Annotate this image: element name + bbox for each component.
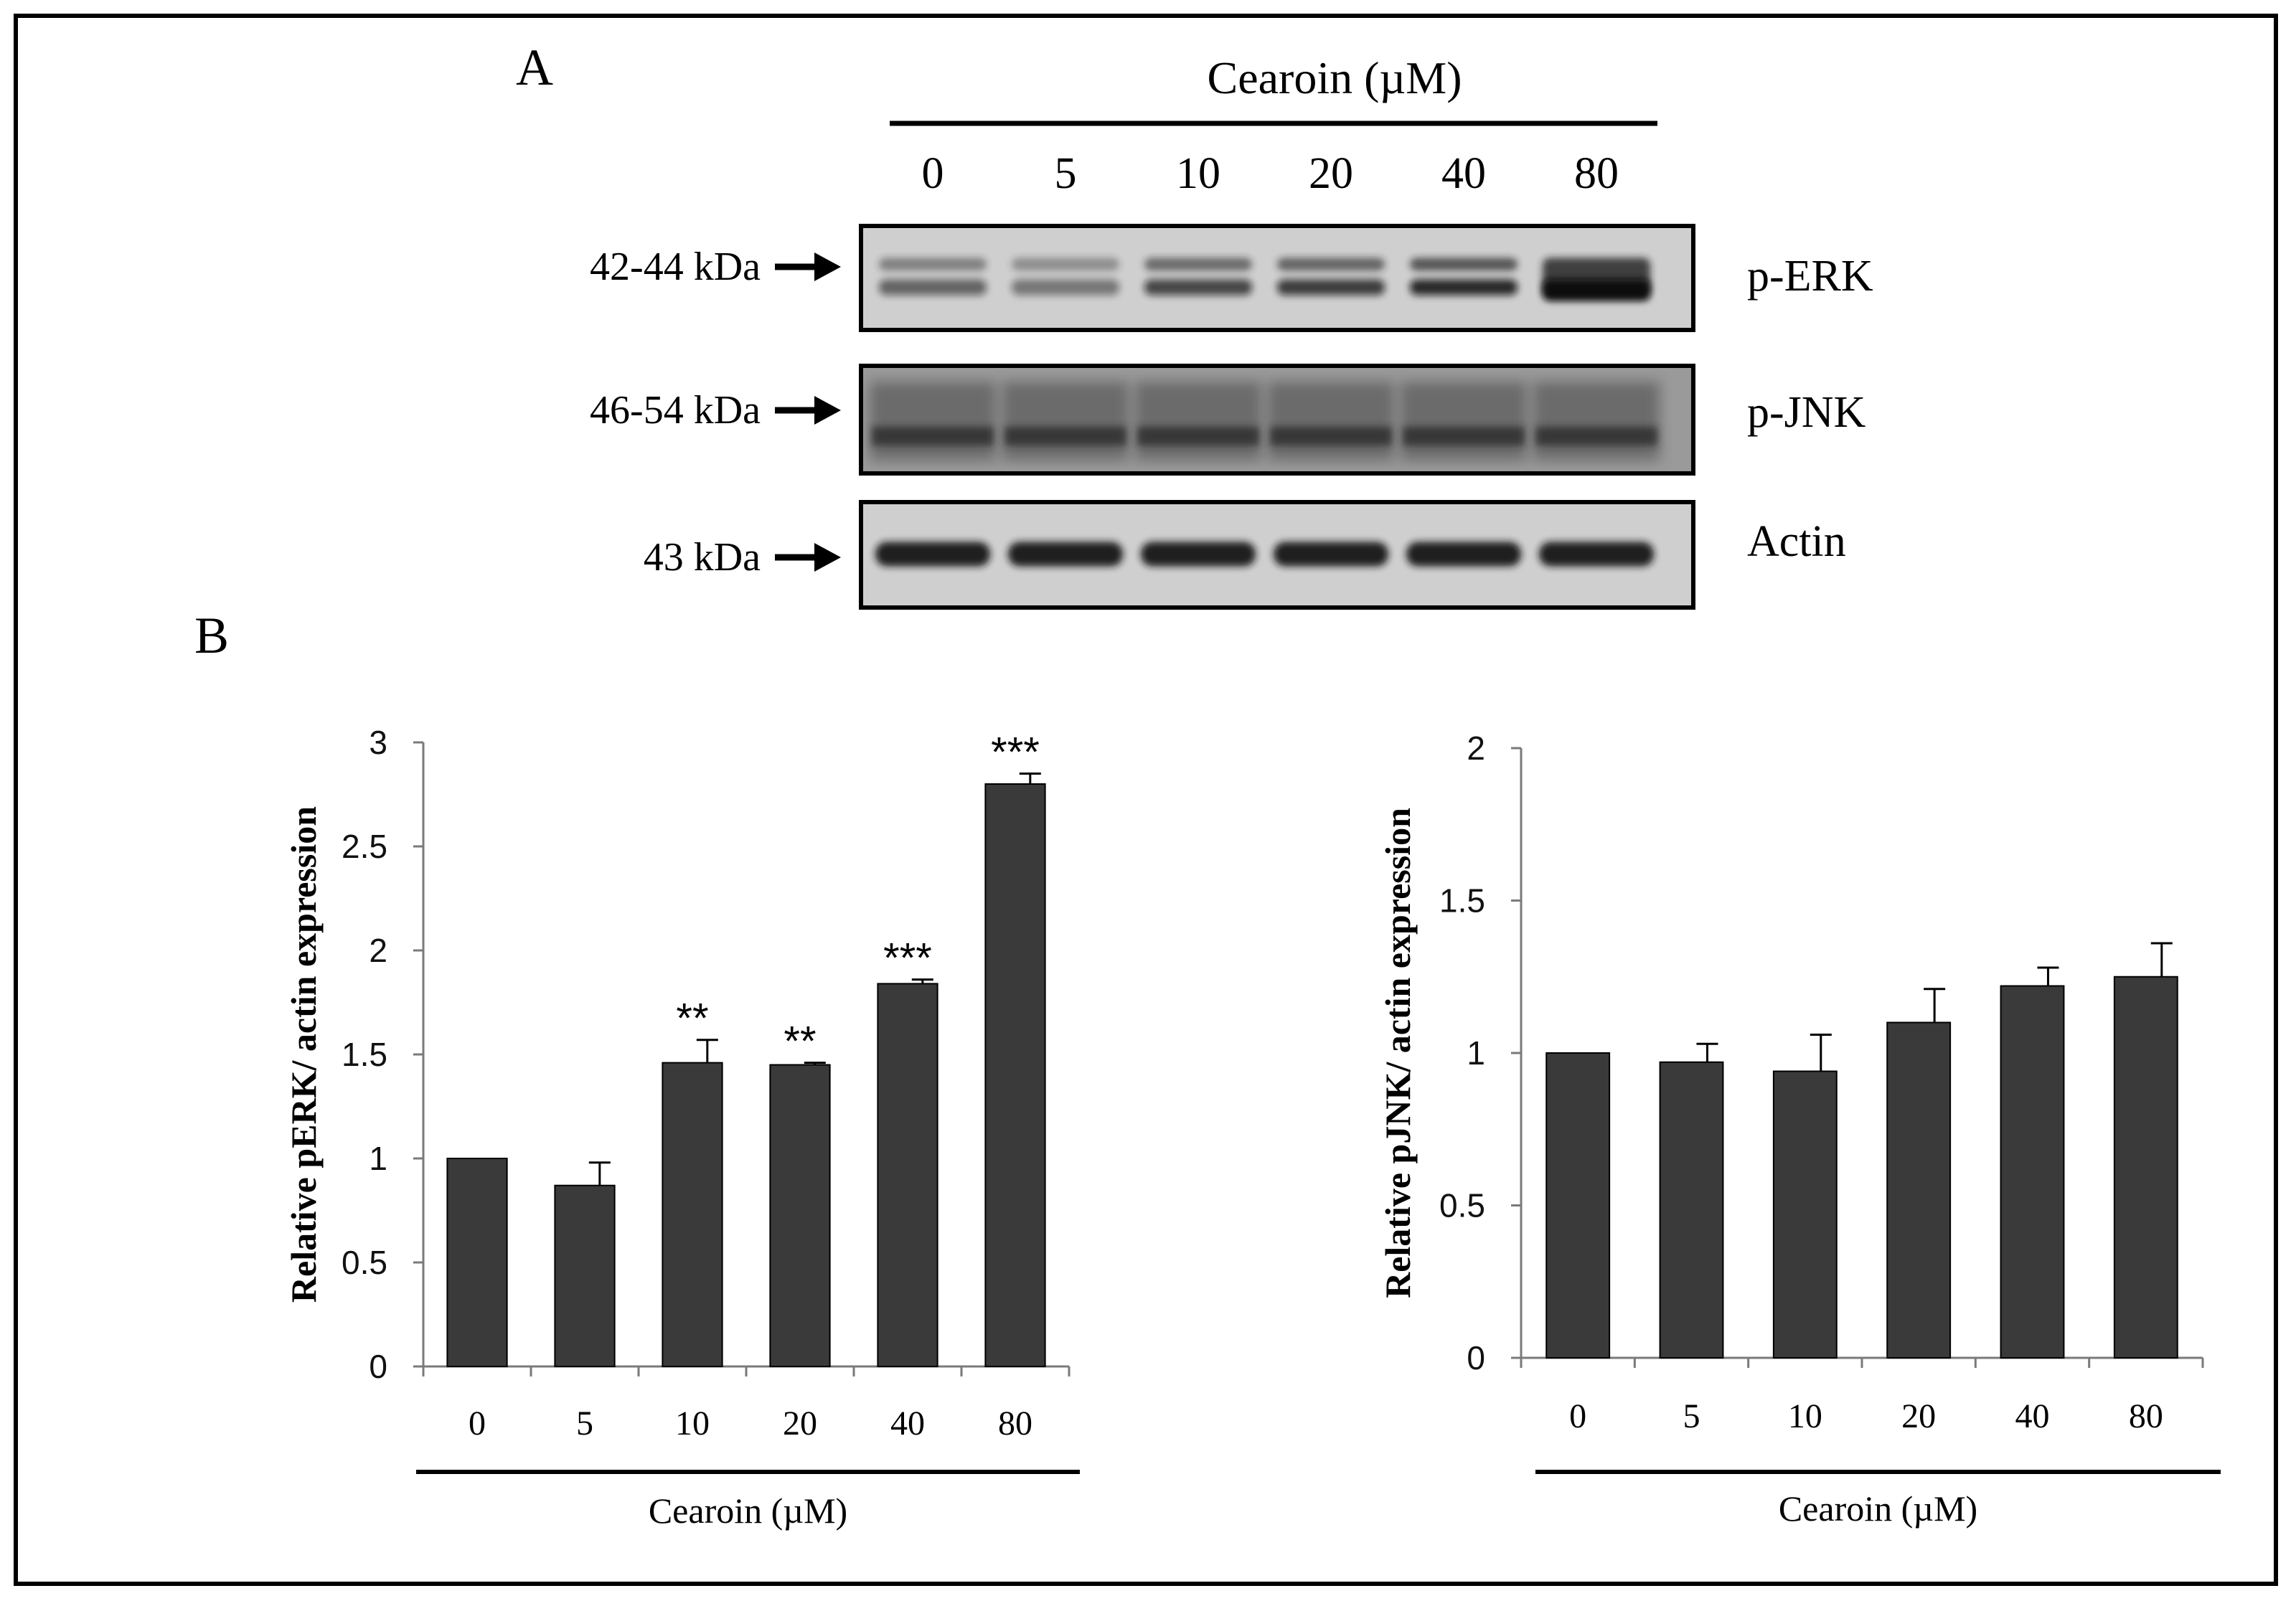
x-tick-label: 10 — [1788, 1397, 1822, 1435]
blot-band — [1268, 382, 1394, 461]
y-tick-label: 1 — [1467, 1034, 1485, 1072]
blot-band — [1008, 542, 1123, 567]
significance-label: *** — [883, 935, 932, 982]
x-tick-label: 5 — [1683, 1397, 1700, 1435]
arrow-right-icon — [775, 543, 841, 572]
blot-lane-label: 5 — [1055, 149, 1077, 198]
arrow-right-icon — [775, 252, 841, 281]
panel-b: B 00.511.522.530 5**10**20***40***80Cearo… — [194, 607, 2221, 1531]
perk-chart: 0 0.5 1 1.5 2 2.5 3 0 5 ** 10 ** 20 *** 40 *** 80 Cearoin… — [283, 724, 1080, 1531]
y-tick-label: 0 — [1467, 1339, 1485, 1376]
blot-p-erk: 42-44 kDa p-ERK — [590, 224, 1873, 332]
x-tick-label: 80 — [2129, 1397, 2163, 1435]
blot-band — [1410, 258, 1518, 296]
blot-lane-label: 10 — [1176, 149, 1220, 198]
bar — [877, 983, 938, 1367]
y-axis-label: Relative pERK/ actin expression — [283, 806, 324, 1303]
blot-band — [1406, 542, 1521, 567]
blot-lane-label: 80 — [1574, 149, 1619, 198]
bar — [554, 1184, 616, 1367]
significance-label: ** — [676, 996, 708, 1042]
bar — [662, 1062, 723, 1367]
blot-band — [1135, 382, 1261, 461]
blot-band — [1144, 258, 1252, 296]
blot-band — [1543, 258, 1650, 301]
bar — [2113, 976, 2178, 1359]
blot-band — [1012, 258, 1119, 296]
x-tick-label: 0 — [1569, 1397, 1586, 1435]
x-tick-label: 40 — [2015, 1397, 2050, 1435]
y-tick-label: 2.5 — [342, 828, 387, 865]
y-tick-label: 1.5 — [342, 1036, 387, 1073]
panel-b-letter: B — [194, 607, 229, 664]
blots: 42-44 kDa p-ERK 46-54 kDa p-JNK 43 kDa Actin — [590, 224, 1873, 610]
x-tick-label: 40 — [890, 1404, 925, 1442]
blot-band — [1533, 382, 1660, 461]
blot-protein-label: p-ERK — [1747, 252, 1873, 301]
blot-band — [1539, 542, 1654, 567]
blot-lane-label: 40 — [1441, 149, 1486, 198]
y-tick-label: 3 — [369, 724, 387, 761]
significance-label: *** — [991, 729, 1040, 776]
blot-membrane — [859, 224, 1695, 332]
y-tick-label: 2 — [1467, 729, 1485, 767]
y-tick-label: 0.5 — [342, 1244, 387, 1281]
blot-band — [1141, 542, 1256, 567]
y-tick-label: 0 — [369, 1348, 387, 1385]
x-tick-label: 20 — [1901, 1397, 1936, 1435]
blot-mw-label: 43 kDa — [644, 535, 761, 580]
blot-band — [1277, 258, 1385, 296]
blot-lane-label: 20 — [1309, 149, 1353, 198]
blot-treatment-label: Cearoin (µM) — [1208, 52, 1462, 103]
blot-protein-label: Actin — [1747, 517, 1846, 566]
blot-actin: 43 kDa Actin — [644, 500, 1846, 610]
bar — [769, 1064, 831, 1367]
y-axis-label: Relative pJNK/ actin expression — [1378, 808, 1418, 1298]
y-tick-label: 2 — [369, 932, 387, 969]
bar — [1772, 1070, 1838, 1359]
bar — [2000, 985, 2065, 1359]
bar — [446, 1158, 508, 1367]
blot-mw-label: 46-54 kDa — [590, 388, 761, 433]
arrow-right-icon — [775, 396, 841, 425]
blot-protein-label: p-JNK — [1747, 388, 1866, 437]
bar — [1659, 1061, 1724, 1359]
x-axis-label: Cearoin (µM) — [649, 1491, 847, 1531]
blot-p-jnk: 46-54 kDa p-JNK — [590, 364, 1866, 476]
blot-lane-label: 0 — [922, 149, 944, 198]
blot-band — [1401, 382, 1527, 461]
x-tick-label: 5 — [576, 1404, 593, 1442]
panel-a: A Cearoin (µM) 0 5 10 20 40 80 42-44 kDa p-ERK… — [516, 39, 1873, 610]
blot-lane-labels: 0 5 10 20 40 80 — [922, 149, 1619, 198]
bar — [1886, 1021, 1952, 1359]
x-tick-label: 80 — [998, 1404, 1032, 1442]
x-tick-label: 20 — [783, 1404, 817, 1442]
blot-band — [879, 258, 987, 296]
y-tick-label: 0.5 — [1439, 1187, 1485, 1224]
x-tick-label: 10 — [675, 1404, 710, 1442]
blot-band — [1002, 382, 1129, 461]
panel-a-letter: A — [516, 39, 553, 96]
y-tick-label: 1.5 — [1439, 882, 1485, 920]
blot-band — [870, 382, 996, 461]
bar — [1545, 1052, 1611, 1359]
x-tick-label: 0 — [469, 1404, 486, 1442]
bar — [984, 783, 1046, 1367]
blot-band — [875, 542, 990, 567]
y-tick-label: 1 — [369, 1140, 387, 1177]
significance-label: ** — [784, 1019, 816, 1065]
x-axis-label: Cearoin (µM) — [1779, 1488, 1977, 1529]
blot-band — [1274, 542, 1388, 567]
blot-mw-label: 42-44 kDa — [590, 245, 761, 289]
